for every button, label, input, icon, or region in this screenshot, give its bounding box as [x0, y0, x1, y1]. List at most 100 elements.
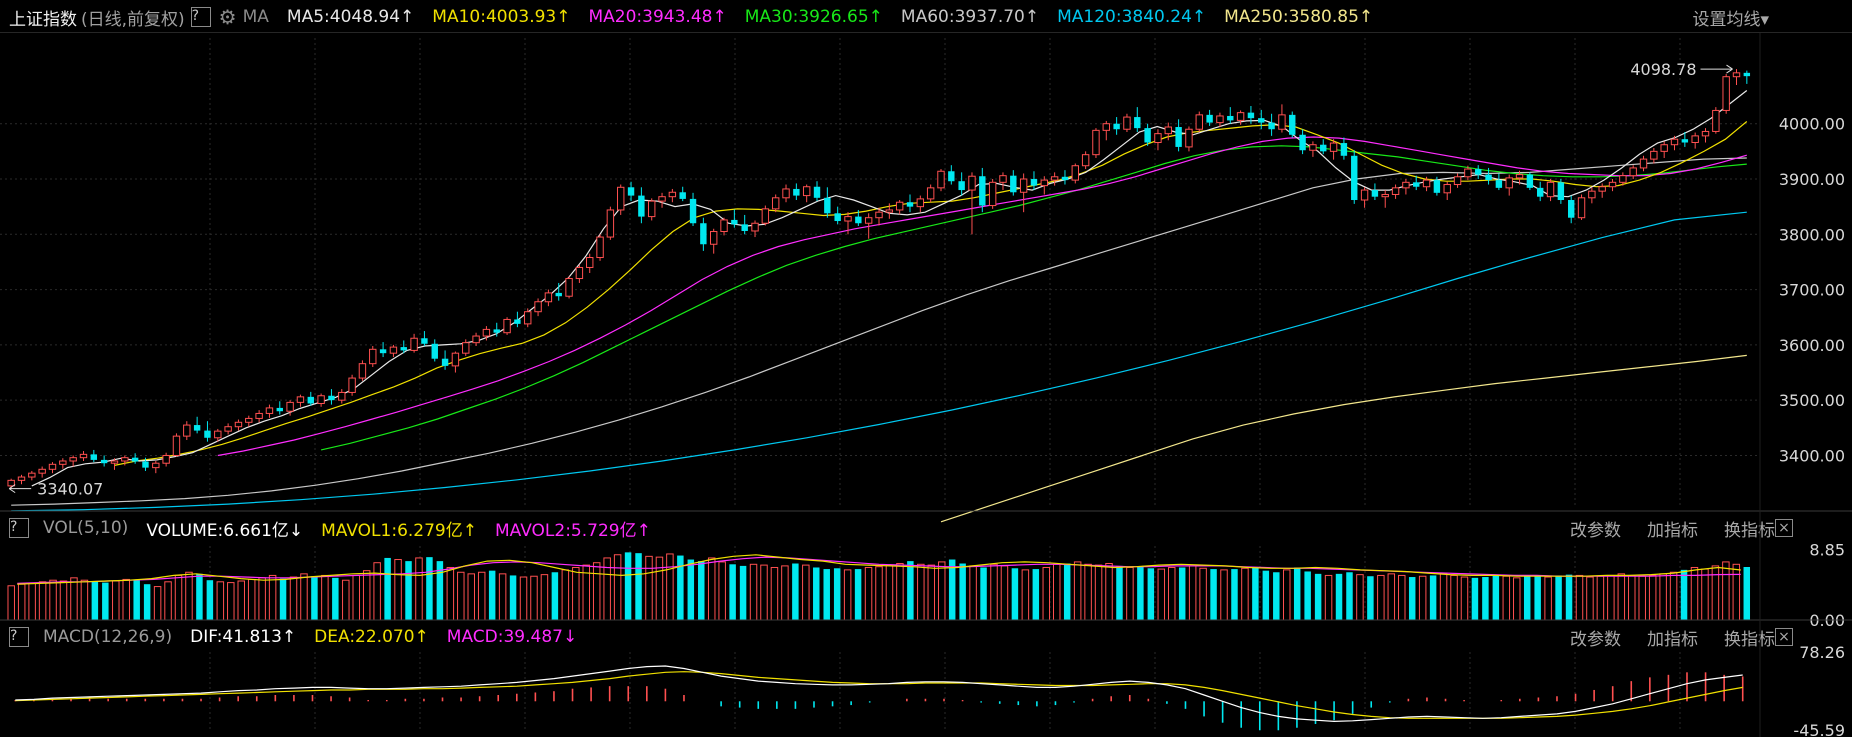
- dif-line: [15, 665, 1743, 723]
- volume-bar-down: [1273, 572, 1280, 620]
- candle-body-up: [1236, 112, 1245, 121]
- candle-body-up: [69, 457, 77, 462]
- volume-bar-down: [102, 582, 109, 620]
- volume-bar-up: [394, 559, 402, 621]
- volume-bar-down: [405, 561, 412, 620]
- quote-mode[interactable]: (日线,前复权): [81, 9, 185, 30]
- volume-bar-down: [635, 553, 642, 620]
- candle-body-up: [1391, 187, 1400, 195]
- macd-edit-params[interactable]: 改参数: [1570, 629, 1621, 650]
- volume-tick-label: 8.85: [1809, 541, 1845, 560]
- volume-bar-up: [781, 565, 789, 621]
- ma-values: MA5:4048.94↑ MA10:4003.93↑ MA20:3943.48↑ MA…: [277, 7, 1381, 27]
- volume-bar-down: [1680, 569, 1688, 620]
- macd-add-indicator[interactable]: 加指标: [1647, 629, 1698, 650]
- volume-bar-down: [813, 567, 820, 620]
- ma10-line: [114, 121, 1748, 466]
- help-button[interactable]: ?: [190, 7, 211, 27]
- volume-bar-down: [1137, 566, 1144, 620]
- candle-body-up: [1040, 179, 1049, 187]
- volume-help-button[interactable]: ?: [9, 518, 29, 538]
- macd-value-2: MACD:39.487↓: [446, 627, 578, 647]
- volume-close-button[interactable]: ×: [1775, 519, 1793, 537]
- volume-bar-up: [1105, 563, 1113, 621]
- volume-bar-up: [227, 582, 235, 621]
- macd-help-button[interactable]: ?: [9, 627, 29, 647]
- volume-bar-down: [833, 568, 841, 620]
- volume-bar-up: [1502, 575, 1511, 621]
- dea-line: [15, 671, 1743, 719]
- volume-switch-indicator[interactable]: 换指标: [1724, 520, 1775, 541]
- candle-body-up: [482, 328, 491, 337]
- candle-body-up: [1588, 190, 1596, 199]
- index-name[interactable]: 上证指数: [9, 9, 77, 30]
- macd-switch-indicator[interactable]: 换指标: [1724, 629, 1775, 650]
- volume-bar-up: [1188, 565, 1197, 621]
- volume-bar-up: [174, 574, 183, 621]
- candle-body-up: [1515, 174, 1524, 179]
- volume-bar-up: [1575, 574, 1584, 621]
- volume-bar-down: [1252, 567, 1259, 620]
- candle-body-up: [1329, 142, 1338, 152]
- candle-body-up: [110, 460, 119, 464]
- volume-bar-up: [843, 569, 852, 621]
- candle-body-down: [1340, 143, 1348, 156]
- candle-body-up: [1309, 144, 1317, 151]
- price-tick-label: 4000.00: [1779, 115, 1845, 134]
- candle-body-down: [855, 216, 862, 224]
- candle-body-up: [1712, 109, 1720, 132]
- ma-value-6: MA250:3580.85↑: [1224, 7, 1374, 27]
- volume-bar-up: [707, 557, 716, 621]
- volume-bar-up: [1042, 566, 1051, 621]
- macd-close-button[interactable]: ×: [1775, 628, 1793, 646]
- volume-bar-down: [1534, 576, 1541, 620]
- candle-body-down: [1258, 118, 1265, 123]
- candle-body-up: [79, 453, 88, 459]
- volume-bar-down: [206, 580, 214, 620]
- candle-body-down: [555, 292, 562, 297]
- ma-value-5: MA120:3840.24↑: [1057, 7, 1207, 27]
- price-tick-label: 3700.00: [1779, 281, 1845, 300]
- volume-edit-params[interactable]: 改参数: [1570, 520, 1621, 541]
- volume-bar-up: [1701, 568, 1709, 621]
- volume-bar-down: [1743, 566, 1751, 620]
- candle-body-down: [731, 219, 738, 225]
- settings-gear-icon[interactable]: ⚙: [218, 5, 237, 29]
- volume-bar-down: [1471, 577, 1479, 620]
- candle-body-up: [48, 463, 57, 470]
- candle-body-down: [627, 187, 635, 196]
- volume-bar-down: [1335, 573, 1343, 620]
- volume-bar-up: [289, 576, 298, 621]
- candle-body-up: [1092, 129, 1100, 156]
- volume-tools: 改参数 加指标 换指标: [1570, 516, 1783, 541]
- volume-bar-up: [1669, 571, 1678, 621]
- candle-body-down: [1247, 112, 1255, 119]
- candle-body-down: [1113, 123, 1120, 130]
- candle-body-down: [813, 186, 821, 198]
- set-ma-button[interactable]: 设置均线▾: [1692, 9, 1769, 30]
- volume-bar-up: [1418, 575, 1427, 621]
- candle-body-down: [1351, 155, 1358, 201]
- price-tick-label: 3900.00: [1779, 170, 1845, 189]
- candle-body-up: [214, 430, 222, 439]
- ma-label: MA: [242, 7, 269, 27]
- candle-body-down: [1495, 180, 1503, 188]
- volume-bar-up: [342, 579, 350, 621]
- ma-value-2: MA20:3943.48↑: [588, 7, 727, 27]
- volume-bar-up: [28, 582, 36, 621]
- macd-axis: 78.26-45.59: [1793, 643, 1845, 737]
- price-tick-label: 3800.00: [1779, 225, 1845, 244]
- volume-bar-up: [1000, 565, 1009, 621]
- candle-body-up: [1164, 126, 1172, 135]
- candle-body-down: [431, 343, 438, 359]
- candle-body-up: [1422, 179, 1431, 188]
- volume-bar-up: [1356, 574, 1364, 621]
- volume-bar-up: [1398, 574, 1406, 621]
- macd-header: ? MACD(12,26,9) DIF:41.813↑ DEA:22.070↑ MA…: [0, 625, 1852, 650]
- volume-bar-down: [1482, 577, 1489, 620]
- candle-body-up: [926, 187, 935, 200]
- volume-add-indicator[interactable]: 加指标: [1647, 520, 1698, 541]
- candle-body-down: [958, 181, 965, 191]
- candle-body-down: [142, 461, 149, 468]
- ma30-line: [320, 145, 1747, 451]
